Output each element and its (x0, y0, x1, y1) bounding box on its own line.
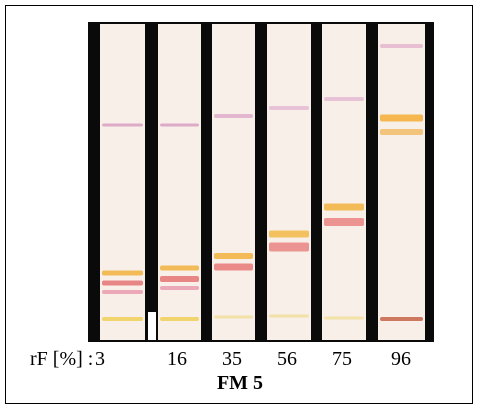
spot (160, 276, 199, 282)
spot (214, 263, 253, 271)
spot (324, 97, 364, 101)
spot (160, 317, 199, 321)
lane-strip (322, 24, 366, 340)
lane-label: 16 (167, 348, 187, 370)
plate-background (88, 22, 434, 342)
spot (102, 270, 143, 276)
spot (324, 316, 364, 320)
spot (160, 265, 199, 271)
spot (269, 230, 309, 238)
spot (324, 218, 364, 226)
spot (269, 106, 309, 110)
spot (380, 129, 423, 135)
spot (214, 253, 253, 259)
lane-strip (100, 24, 145, 340)
spot (102, 290, 143, 294)
spot (380, 44, 423, 48)
spot (102, 317, 143, 321)
spot (380, 317, 423, 321)
lane-label: 96 (391, 348, 411, 370)
lane-label: 3 (95, 348, 105, 370)
axis-label: rF [%] : (30, 348, 93, 370)
caption: FM 5 (217, 372, 263, 394)
lane-label: 35 (222, 348, 242, 370)
spot (160, 123, 199, 127)
spot (214, 315, 253, 319)
lane-strip (212, 24, 255, 340)
spot (269, 242, 309, 252)
gap (148, 312, 156, 340)
spot (214, 114, 253, 118)
spot (269, 314, 309, 318)
lane-strip (267, 24, 311, 340)
lane-labels: 3 16 35 56 75 96 (95, 348, 411, 370)
lane-label: 75 (332, 348, 352, 370)
lane-strip (378, 24, 425, 340)
spot (324, 203, 364, 211)
lane-label: 56 (277, 348, 297, 370)
spot (102, 123, 143, 127)
spot (380, 114, 423, 122)
spot (102, 280, 143, 286)
spot (160, 286, 199, 290)
lane-strip (158, 24, 201, 340)
lanes (100, 24, 425, 340)
